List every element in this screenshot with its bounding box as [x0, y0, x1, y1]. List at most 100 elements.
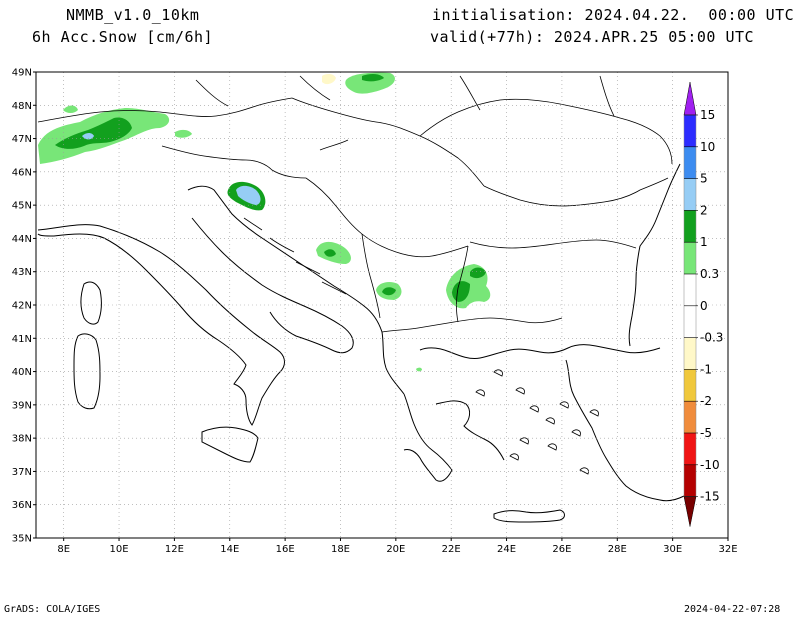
lon-label: 20E — [386, 544, 405, 555]
colorbar: 15 10 5 2 1 0.3 0 -0.3 -1 -2 -5 -10 -15 — [683, 81, 723, 527]
colorbar-label: 2 — [700, 203, 708, 217]
border-hungary — [291, 97, 485, 187]
lon-label: 26E — [552, 544, 571, 555]
snow-pale — [322, 73, 336, 85]
colorbar-label: 5 — [700, 172, 708, 186]
coast-italy — [37, 224, 285, 426]
coast-adriatic-east — [187, 185, 405, 395]
snow-alps-light2 — [175, 129, 192, 138]
colorbar-segment — [684, 433, 696, 465]
colorbar-label: -10 — [700, 458, 720, 472]
lat-label: 48N — [12, 101, 32, 112]
snow-alps-light3 — [63, 105, 78, 113]
coast-greece — [403, 393, 505, 482]
lat-label: 35N — [12, 534, 32, 545]
colorbar-segment — [684, 369, 696, 402]
colorbar-label: 10 — [700, 140, 715, 154]
lat-label: 49N — [12, 68, 32, 79]
lat-label: 44N — [12, 234, 32, 245]
coast-black-sea — [628, 163, 681, 347]
longitude-labels: 8E 10E 12E 14E 16E 18E 20E 22E 24E 26E 28E 30E 32E — [57, 538, 738, 555]
lon-label: 14E — [220, 544, 239, 555]
footer-credit: GrADS: COLA/IGES — [4, 604, 101, 615]
lon-label: 10E — [110, 544, 129, 555]
colorbar-top-arrow — [683, 81, 697, 116]
lat-label: 37N — [12, 467, 32, 478]
latitude-labels: 49N 48N 47N 46N 45N 44N 43N 42N 41N 40N 39N 38N 37N 3… — [12, 68, 36, 545]
lat-label: 43N — [12, 267, 32, 278]
colorbar-segment — [684, 274, 696, 306]
coast-sardinia — [73, 333, 101, 410]
border-serbia — [305, 177, 469, 258]
lat-label: 47N — [12, 134, 32, 145]
border-alps — [37, 97, 293, 123]
lon-label: 32E — [718, 544, 737, 555]
border-balkan-inner — [361, 233, 469, 323]
coast-aegean-north — [419, 344, 661, 359]
lon-label: 28E — [608, 544, 627, 555]
border-macedonia — [381, 317, 563, 333]
field-name: 6h Acc.Snow [cm/6h] — [32, 28, 214, 46]
colorbar-segment — [684, 464, 696, 497]
colorbar-bottom-arrow — [683, 496, 697, 527]
coast-turkey — [565, 359, 685, 502]
border-slovenia — [161, 145, 307, 179]
snow-croatia-heavy — [236, 185, 261, 205]
colorbar-label: 15 — [700, 108, 715, 122]
lat-label: 46N — [12, 167, 32, 178]
colorbar-label: 1 — [700, 235, 708, 249]
colorbar-label: -1 — [700, 362, 712, 376]
coast-corsica — [80, 281, 102, 325]
colorbar-label: -5 — [700, 426, 712, 440]
colorbar-segment — [684, 401, 696, 433]
lon-label: 12E — [165, 544, 184, 555]
grid-lines — [36, 72, 728, 538]
border-danube — [469, 239, 637, 249]
islands-adriatic — [243, 217, 347, 295]
border-north — [195, 75, 615, 117]
valid-time: valid(+77h): 2024.APR.25 05:00 UTC — [430, 28, 755, 46]
coastlines-borders — [37, 75, 685, 523]
lat-label: 39N — [12, 400, 32, 411]
footer-timestamp: 2024-04-22-07:28 — [684, 604, 781, 615]
colorbar-segment — [684, 146, 696, 179]
lon-label: 16E — [276, 544, 295, 555]
colorbar-segment — [684, 242, 696, 274]
lat-label: 42N — [12, 301, 32, 312]
colorbar-segment — [684, 115, 696, 147]
lat-label: 40N — [12, 367, 32, 378]
colorbar-label: 0 — [700, 299, 708, 313]
lat-label: 36N — [12, 500, 32, 511]
lon-label: 22E — [442, 544, 461, 555]
snow-carpathians-medium — [362, 73, 384, 82]
colorbar-segment — [684, 210, 696, 243]
snow-greece-light — [416, 367, 422, 372]
colorbar-segment — [684, 337, 696, 370]
lat-label: 45N — [12, 201, 32, 212]
model-name: NMMB_v1.0_10km — [66, 6, 200, 24]
lat-label: 41N — [12, 334, 32, 345]
lake-balaton — [319, 139, 349, 151]
coast-crete — [493, 509, 565, 523]
snow-alps-medium — [55, 117, 132, 149]
lon-label: 30E — [663, 544, 682, 555]
colorbar-label: 0.3 — [700, 267, 719, 281]
init-time: initialisation: 2024.04.22. 00:00 UTC — [432, 6, 795, 24]
colorbar-label: -0.3 — [700, 331, 723, 345]
colorbar-segment — [684, 178, 696, 211]
snow-bosnia-medium — [324, 249, 336, 257]
lon-label: 18E — [331, 544, 350, 555]
snow-areas — [38, 72, 491, 372]
lon-label: 8E — [57, 544, 70, 555]
border-ukraine — [419, 98, 673, 165]
colorbar-segment — [684, 305, 696, 338]
colorbar-label: -15 — [700, 490, 720, 504]
colorbar-label: -2 — [700, 394, 712, 408]
lat-label: 38N — [12, 434, 32, 445]
coast-italy-adriatic — [191, 217, 354, 354]
snow-alps-heavy — [82, 133, 94, 140]
lon-label: 24E — [497, 544, 516, 555]
islands-aegean — [475, 369, 599, 475]
coast-sicily — [201, 426, 259, 463]
